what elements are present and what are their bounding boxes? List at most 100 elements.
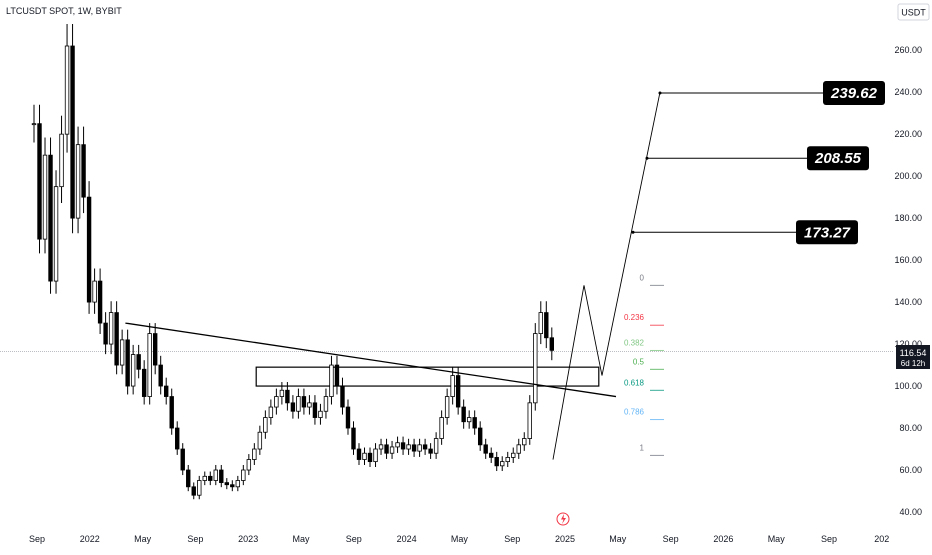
candle-body [130,354,136,387]
candle-body [505,457,510,463]
candle-body [417,444,422,452]
candle-body [544,312,549,339]
fib-level-label: 0.236 [624,313,645,322]
candle-body [208,475,213,481]
x-axis-tick-label: Sep [663,534,679,544]
candle-body [450,375,455,397]
candle-body [59,133,64,188]
tradingview-flash-icon[interactable] [556,512,570,526]
target-label: 173.27 [804,224,851,241]
candle-body [81,144,86,198]
y-axis-tick-label: 260.00 [894,45,922,55]
candle-body [164,385,169,397]
candle-body [42,154,48,240]
candle-body [329,364,334,397]
candle-body [538,312,543,334]
y-axis-tick-label: 140.00 [894,297,922,307]
candle-body [285,389,290,404]
fib-level-label: 0.5 [633,357,645,366]
candle-body [334,364,340,387]
currency-button[interactable]: USDT [897,3,930,21]
candle-body [70,45,75,219]
candle-body [400,442,406,450]
x-axis-tick-label: May [134,534,152,544]
target-label-box [823,80,885,105]
candle-body [472,417,477,429]
candle-body [103,322,108,345]
x-axis-tick-label: Sep [504,534,520,544]
x-axis-tick-label: 2023 [238,534,258,544]
candle-body [439,417,444,439]
candle-body [252,448,257,460]
candle-body [477,427,483,446]
fib-level-label: 0.786 [624,408,645,417]
candle-body [444,396,450,418]
candle-body [367,452,373,463]
candle-body [158,364,163,387]
candle-body [318,410,323,418]
x-axis-tick-label: Sep [346,534,362,544]
projection-path [552,92,661,460]
x-axis-tick-label: May [768,534,786,544]
candle-body [533,333,538,404]
y-axis-tick-label: 40.00 [899,507,922,517]
candle-body [268,406,274,418]
y-axis-tick-label: 220.00 [894,129,922,139]
candle-body [279,389,285,397]
y-axis-tick-label: 60.00 [899,465,922,475]
x-axis-tick-label: 2024 [397,534,417,544]
candle-body [494,457,499,467]
candle-body [483,444,488,454]
candle-body [406,444,411,450]
fib-level-label: 0.618 [624,378,645,387]
candle-body [37,123,42,240]
descending-trendline [125,322,617,398]
candle-body [466,417,472,423]
candle-body [257,431,263,450]
candle-body [202,475,207,481]
target-label: 208.55 [814,150,862,167]
candle-body [263,417,268,433]
y-axis-tick-label: 200.00 [894,171,922,181]
candle-body [411,444,417,452]
x-axis-tick-label: 2026 [713,534,733,544]
x-axis-tick-label: May [451,534,469,544]
candle-body [274,396,279,408]
candle-body [191,486,196,496]
x-axis-tick-label: May [292,534,310,544]
candle-body [389,446,395,454]
x-axis-tick-label: 202 [874,534,889,544]
y-axis-tick-label: 100.00 [894,381,922,391]
candle-body [241,469,246,481]
candle-body [351,427,356,450]
x-axis-tick-label: May [609,534,627,544]
candle-body [307,402,312,408]
candle-body [152,333,158,366]
candle-body [422,444,428,450]
candle-body [301,396,307,408]
target-label-box [807,146,869,171]
x-axis-tick-label: Sep [821,534,837,544]
resistance-zone-box [255,366,600,387]
candle-body [31,123,37,126]
candle-body [180,448,185,471]
candle-body [323,396,329,412]
candle-body [219,469,224,484]
candle-body [141,368,147,397]
candle-body [108,312,114,345]
y-axis-tick-label: 80.00 [899,423,922,433]
candle-body [114,312,119,366]
last-price-value: 116.54 [900,348,927,358]
x-axis-tick-label: 2022 [80,534,100,544]
symbol-title: LTCUSDT SPOT, 1W, BYBIT [6,6,122,16]
y-axis-tick-label: 240.00 [894,87,922,97]
candle-body [395,442,400,448]
fib-level-label: 0.382 [624,338,645,347]
candle-body [489,452,494,458]
y-axis-tick-label: 120.00 [894,339,922,349]
candle-body [86,196,92,303]
candle-body [433,438,439,454]
candle-body [522,438,527,446]
